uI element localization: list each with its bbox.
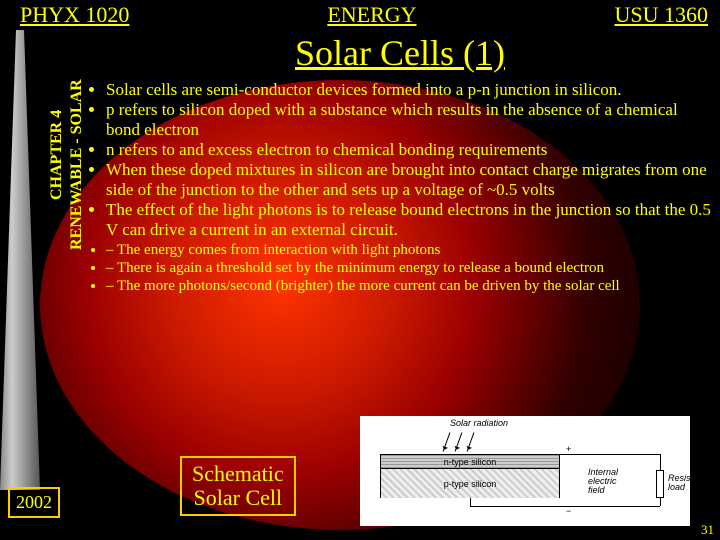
header: PHYX 1020 ENERGY USU 1360 [0, 0, 720, 28]
tower-image [0, 30, 40, 490]
resistor-icon [656, 470, 664, 498]
sidebar-chapter: CHAPTER 4 [48, 110, 66, 200]
bullet: p refers to silicon doped with a substan… [106, 100, 712, 140]
solar-radiation-label: Solar radiation [450, 418, 508, 428]
schematic-label-line1: Schematic [192, 462, 284, 486]
n-layer: n-type silicon [381, 455, 559, 469]
page-title: Solar Cells (1) [80, 32, 720, 74]
header-left: PHYX 1020 [20, 2, 129, 28]
plus-terminal: + [566, 444, 571, 454]
p-layer: p-type silicon [381, 469, 559, 498]
sub-bullet: The energy comes from interaction with l… [106, 242, 712, 260]
wire [470, 506, 660, 507]
header-right: USU 1360 [614, 2, 708, 28]
sub-bullet-list: The energy comes from interaction with l… [82, 242, 712, 295]
schematic-label: Schematic Solar Cell [180, 456, 296, 516]
sidebar: CHAPTER 4 RENEWABLE - SOLAR [0, 30, 80, 490]
content: Solar cells are semi-conductor devices f… [82, 80, 712, 295]
cell-layers: n-type silicon p-type silicon [380, 454, 560, 498]
bullet: The effect of the light photons is to re… [106, 200, 712, 240]
sub-bullet: There is again a threshold set by the mi… [106, 260, 712, 278]
schematic-label-line2: Solar Cell [192, 486, 284, 510]
year-badge: 2002 [8, 487, 60, 518]
n-layer-label: n-type silicon [444, 457, 497, 467]
resistance-load-label: Resistance load [668, 474, 718, 492]
bullet: Solar cells are semi-conductor devices f… [106, 80, 712, 100]
bullet: When these doped mixtures in silicon are… [106, 160, 712, 200]
schematic-diagram: Solar radiation n-type silicon p-type si… [360, 416, 690, 526]
internal-field-label: Internal electric field [588, 468, 632, 495]
bullet: n refers to and excess electron to chemi… [106, 140, 712, 160]
sub-bullet: The more photons/second (brighter) the m… [106, 278, 712, 296]
radiation-arrows-icon [440, 432, 490, 454]
minus-terminal: − [566, 506, 571, 516]
page-number: 31 [701, 522, 714, 538]
wire [560, 454, 660, 455]
header-center: ENERGY [327, 2, 416, 28]
wire [470, 498, 471, 506]
bullet-list: Solar cells are semi-conductor devices f… [82, 80, 712, 240]
p-layer-label: p-type silicon [444, 479, 497, 489]
